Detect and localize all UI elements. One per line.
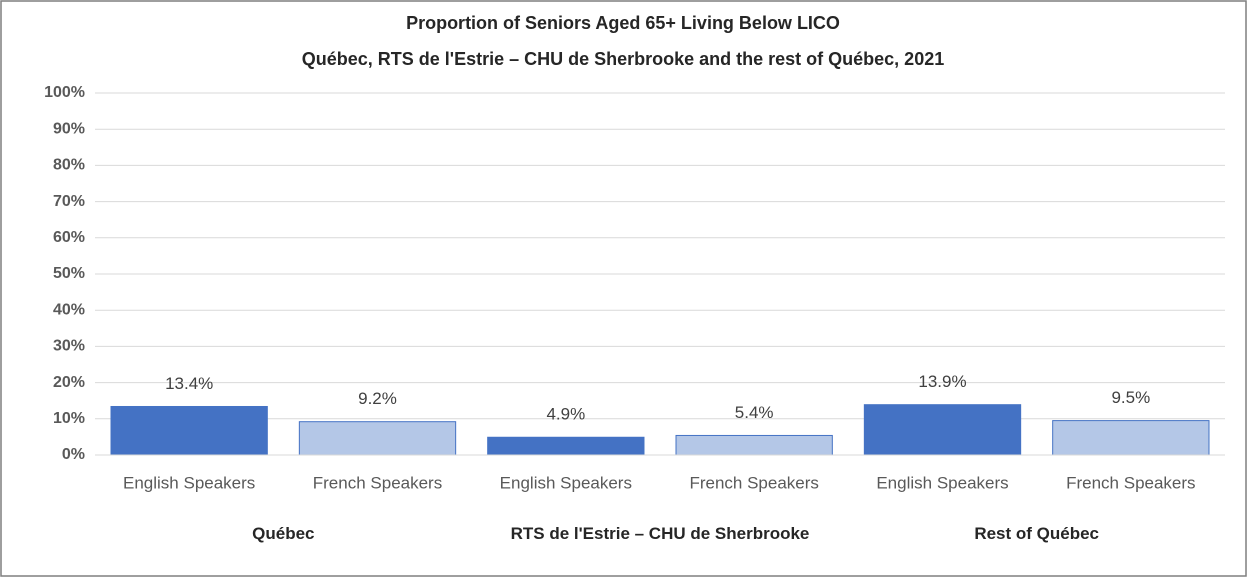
value-label: 5.4% [735, 403, 774, 422]
y-tick-label: 60% [53, 229, 85, 246]
value-label: 9.2% [358, 389, 397, 408]
y-tick-label: 30% [53, 338, 85, 355]
y-tick-label: 100% [44, 84, 85, 101]
y-tick-label: 50% [53, 265, 85, 282]
y-tick-label: 40% [53, 301, 85, 318]
series-label: French Speakers [313, 473, 442, 492]
y-tick-label: 90% [53, 120, 85, 137]
bar [1052, 420, 1210, 456]
category-label: Rest of Québec [974, 524, 1099, 543]
value-label: 9.5% [1111, 388, 1150, 407]
y-tick-label: 20% [53, 374, 85, 391]
value-label: 13.9% [918, 372, 966, 391]
chart-title: Proportion of Seniors Aged 65+ Living Be… [406, 13, 840, 33]
series-label: English Speakers [123, 473, 255, 492]
value-label: 13.4% [165, 374, 213, 393]
bar [110, 405, 268, 456]
y-tick-label: 10% [53, 410, 85, 427]
series-label: English Speakers [500, 473, 632, 492]
series-label: English Speakers [876, 473, 1008, 492]
y-tick-label: 0% [62, 446, 85, 463]
category-label: Québec [252, 524, 314, 543]
value-label: 4.9% [546, 405, 585, 424]
series-label: French Speakers [1066, 473, 1195, 492]
category-label: RTS de l'Estrie – CHU de Sherbrooke [511, 524, 810, 543]
bar [298, 421, 457, 456]
bar [675, 434, 833, 456]
y-tick-label: 80% [53, 157, 85, 174]
y-tick-label: 70% [53, 193, 85, 210]
bar [487, 436, 645, 456]
chart-subtitle: Québec, RTS de l'Estrie – CHU de Sherbro… [302, 49, 944, 69]
series-label: French Speakers [689, 473, 818, 492]
bar [863, 404, 1022, 456]
